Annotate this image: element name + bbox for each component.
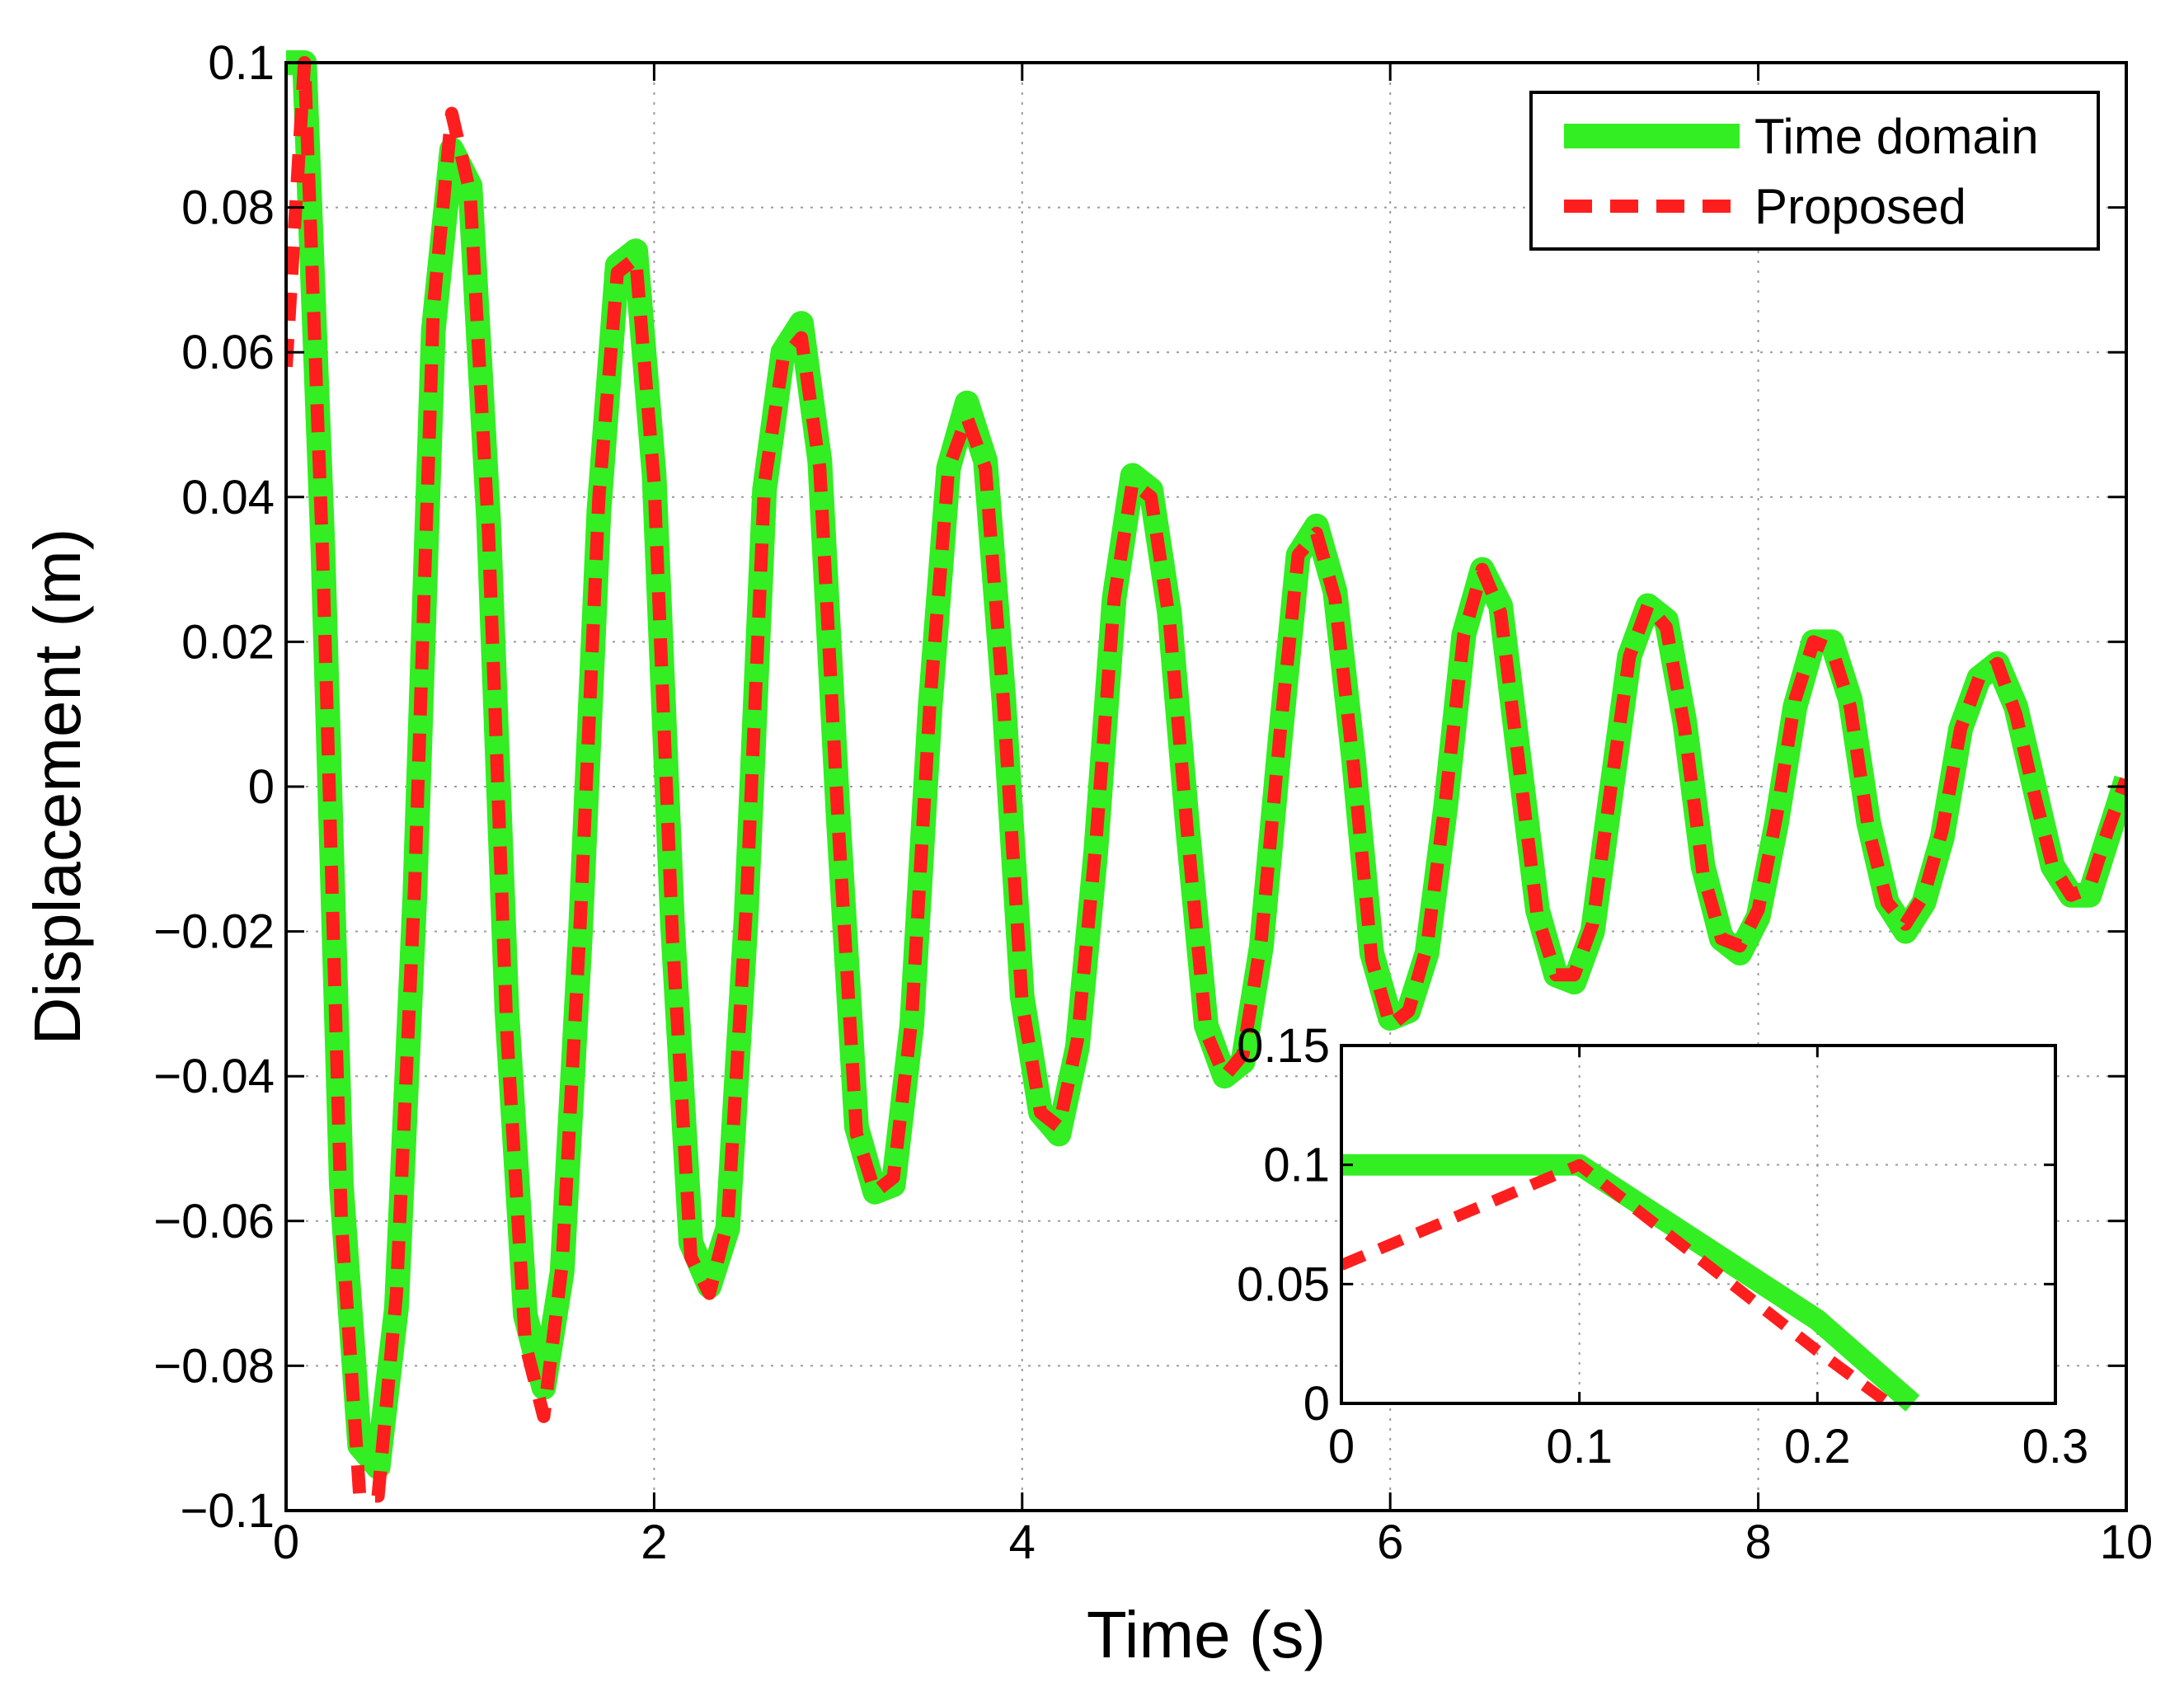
- legend-label-time-domain: Time domain: [1754, 109, 2039, 164]
- main-x-tick-label: 4: [1009, 1516, 1036, 1569]
- main-series-proposed: [284, 56, 2128, 1503]
- x-axis-title: Time (s): [1087, 1598, 1326, 1671]
- main-y-tick-label: −0.1: [181, 1484, 275, 1538]
- main-y-tick-label: −0.08: [153, 1339, 275, 1393]
- main-x-tick-label: 2: [641, 1516, 667, 1569]
- main-y-tick-label: 0.08: [181, 181, 275, 235]
- inset-y-tick-label: 0: [1303, 1377, 1330, 1431]
- inset-series-time-domain: [1341, 1154, 1920, 1412]
- main-x-tick-label: 8: [1745, 1516, 1771, 1569]
- inset-x-tick-label: 0.3: [2022, 1420, 2089, 1473]
- main-y-tick-label: 0.04: [181, 471, 275, 524]
- main-y-tick-label: −0.06: [153, 1195, 275, 1248]
- legend-box: [1529, 91, 2100, 251]
- y-axis-title: Displacement (m): [21, 529, 94, 1046]
- inset-series-group: [1340, 1154, 1920, 1412]
- inset-x-tick-label: 0.2: [1784, 1420, 1851, 1473]
- inset-series-proposed: [1340, 1158, 1893, 1408]
- inset-x-tick-label: 0.1: [1546, 1420, 1613, 1473]
- main-x-tick-label: 0: [273, 1516, 299, 1569]
- inset-x-tick-labels: 0 0.1 0.2 0.3: [1328, 1420, 2088, 1473]
- inset-y-tick-label: 0.1: [1263, 1139, 1330, 1192]
- main-x-tick-label: 10: [2100, 1516, 2153, 1569]
- inset-y-tick-label: 0.05: [1237, 1257, 1330, 1311]
- inset-plot-background: [1341, 1046, 2055, 1403]
- main-y-tick-label: 0: [248, 760, 275, 814]
- main-x-tick-labels: 0 2 4 6 8 10: [273, 1516, 2153, 1569]
- inset-x-tick-label: 0: [1328, 1420, 1355, 1473]
- inset-axes-frame: [1340, 1044, 2057, 1405]
- main-y-tick-label: −0.02: [153, 905, 275, 959]
- inset-y-tick-label: 0.15: [1237, 1019, 1330, 1073]
- main-y-tick-label: 0.1: [208, 36, 275, 90]
- legend-label-proposed: Proposed: [1754, 179, 1966, 234]
- main-x-tick-label: 6: [1377, 1516, 1403, 1569]
- main-ticks: [284, 61, 2128, 1512]
- main-y-tick-label: −0.04: [153, 1050, 275, 1103]
- inset-ticks: [1340, 1044, 2057, 1405]
- main-y-tick-label: 0.02: [181, 615, 275, 669]
- main-y-tick-label: 0.06: [181, 326, 275, 379]
- legend: Time domain Proposed: [1529, 91, 2100, 251]
- main-series-group: [284, 50, 2128, 1503]
- inset-y-tick-labels: 0 0.05 0.1 0.15: [1237, 1019, 1330, 1431]
- inset-plot: 0 0.1 0.2 0.3 0 0.05 0.1 0.15: [1237, 1019, 2088, 1473]
- main-y-tick-labels: −0.1 −0.08 −0.06 −0.04 −0.02 0 0.02 0.04 0.06 0.0…: [153, 36, 275, 1538]
